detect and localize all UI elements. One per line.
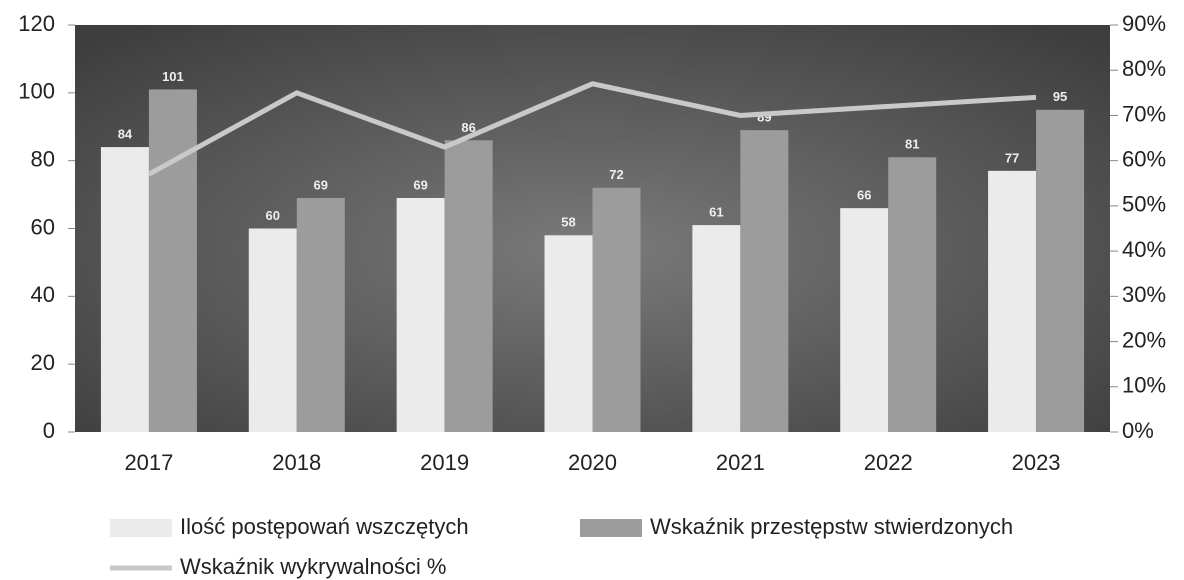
y2-tick-label: 10% (1122, 373, 1166, 398)
value-label: 69 (413, 177, 427, 192)
y-tick-label: 60 (31, 214, 55, 239)
legend-label: Ilość postępowań wszczętych (180, 514, 469, 539)
y-tick-label: 120 (18, 11, 55, 36)
legend-label: Wskaźnik przestępstw stwierdzonych (650, 514, 1013, 539)
bar (396, 197, 445, 432)
x-tick-label: 2021 (716, 450, 765, 475)
y2-tick-label: 40% (1122, 237, 1166, 262)
bar (592, 187, 641, 432)
y-tick-label: 0 (43, 418, 55, 443)
bar (692, 225, 741, 432)
x-tick-label: 2019 (420, 450, 469, 475)
value-label: 95 (1053, 89, 1067, 104)
x-tick-label: 2017 (124, 450, 173, 475)
y2-tick-label: 30% (1122, 282, 1166, 307)
value-label: 84 (118, 127, 133, 142)
y2-tick-label: 20% (1122, 327, 1166, 352)
legend-swatch (110, 519, 172, 537)
bar (444, 140, 493, 433)
bar (148, 89, 197, 433)
value-label: 58 (561, 215, 575, 230)
bar (1036, 109, 1085, 433)
y2-tick-label: 90% (1122, 11, 1166, 36)
bar (248, 228, 297, 432)
x-tick-label: 2018 (272, 450, 321, 475)
x-tick-label: 2023 (1012, 450, 1061, 475)
y2-tick-label: 70% (1122, 101, 1166, 126)
bar (296, 197, 345, 432)
bar (840, 208, 889, 432)
y-tick-label: 40 (31, 282, 55, 307)
y-tick-label: 80 (31, 146, 55, 171)
value-label: 60 (266, 208, 280, 223)
y2-tick-label: 0% (1122, 418, 1154, 443)
value-label: 66 (857, 188, 871, 203)
x-tick-label: 2020 (568, 450, 617, 475)
value-label: 86 (461, 120, 475, 135)
bar (100, 147, 149, 432)
y2-tick-label: 50% (1122, 192, 1166, 217)
y-tick-label: 20 (31, 350, 55, 375)
y-tick-label: 100 (18, 79, 55, 104)
bar (544, 235, 593, 432)
legend-swatch (580, 519, 642, 537)
value-label: 69 (314, 177, 328, 192)
value-label: 61 (709, 205, 723, 220)
value-label: 77 (1005, 150, 1019, 165)
legend-label: Wskaźnik wykrywalności % (180, 554, 447, 579)
bar (888, 157, 937, 432)
y2-tick-label: 60% (1122, 146, 1166, 171)
bar (988, 170, 1037, 432)
value-label: 101 (162, 69, 184, 84)
y2-tick-label: 80% (1122, 56, 1166, 81)
value-label: 72 (609, 167, 623, 182)
value-label: 81 (905, 137, 919, 152)
bar (740, 130, 789, 432)
line-series (147, 81, 1037, 177)
x-tick-label: 2022 (864, 450, 913, 475)
